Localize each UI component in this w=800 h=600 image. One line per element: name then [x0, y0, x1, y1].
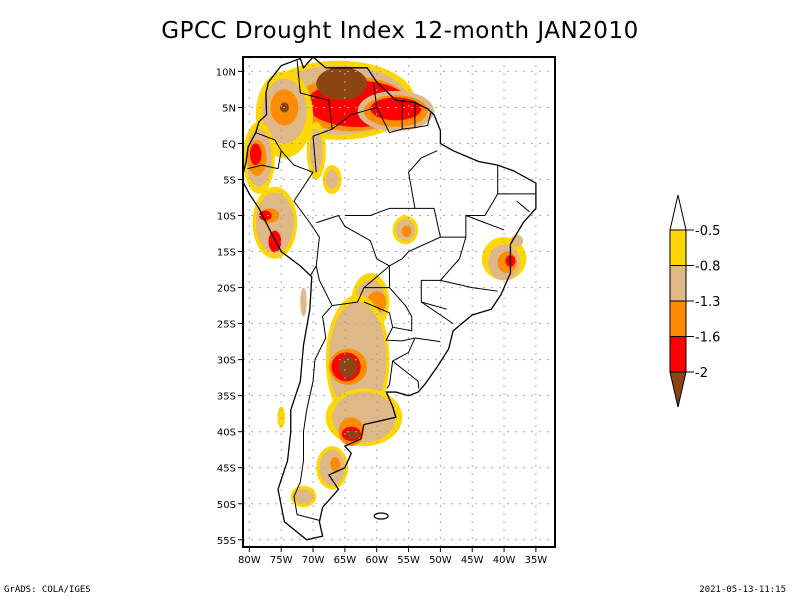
- y-tick-label: 30S: [217, 356, 236, 367]
- x-tick-label: 60W: [365, 555, 388, 566]
- y-tick-label: 5S: [223, 176, 236, 187]
- footer-timestamp: 2021-05-13-11:15: [699, 585, 786, 595]
- legend-label: -0.8: [695, 260, 720, 275]
- coastline-borders: [243, 57, 537, 541]
- country-border: [315, 214, 390, 307]
- drought-patch: [258, 210, 272, 221]
- drought-patch: [300, 287, 307, 317]
- drought-patch: [316, 67, 368, 101]
- y-tick-label: 40S: [217, 428, 236, 439]
- colorbar-legend: -0.5 -0.8 -1.3 -1.6 -2: [669, 194, 720, 408]
- country-border: [516, 200, 530, 213]
- falkland-islands: [373, 512, 389, 520]
- country-border: [408, 150, 438, 209]
- y-tick-label: 50S: [217, 500, 236, 511]
- legend-swatch-above: [669, 194, 687, 231]
- y-tick-label: 35S: [217, 392, 236, 403]
- legend-label: -2: [695, 366, 708, 381]
- y-tick-label: 15S: [217, 248, 236, 259]
- legend-label: -1.3: [695, 295, 720, 310]
- country-border: [414, 337, 441, 343]
- y-axis: 10N 5N EQ 5S 10S 15S 20S 25S 30S 35S 40S 45S 50S 55S: [216, 67, 243, 547]
- drought-patch: [250, 143, 262, 166]
- x-tick-label: 35W: [525, 555, 548, 566]
- drought-fill-layer: [243, 60, 527, 508]
- x-tick-label: 75W: [270, 555, 293, 566]
- legend-swatch: [669, 336, 687, 373]
- x-axis: 80W 75W 70W 65W 60W 55W 50W 45W 40W 35W: [238, 547, 547, 566]
- y-tick-label: 45S: [217, 464, 236, 475]
- x-tick-label: 40W: [493, 555, 516, 566]
- drought-patch: [401, 225, 412, 238]
- country-border: [363, 165, 499, 288]
- y-tick-label: 10S: [217, 212, 236, 223]
- x-tick-label: 65W: [334, 555, 357, 566]
- plot-frame: [242, 56, 556, 548]
- drought-patch: [338, 356, 358, 378]
- country-border: [420, 237, 467, 325]
- drought-patch: [293, 489, 314, 504]
- country-border: [247, 132, 282, 170]
- country-border: [376, 107, 432, 134]
- legend-label: -0.5: [695, 224, 720, 239]
- country-border: [385, 327, 416, 389]
- y-tick-label: 55S: [217, 536, 236, 547]
- footer-credit: GrADS: COLA/IGES: [4, 585, 91, 595]
- country-border: [344, 207, 441, 238]
- legend-label: -1.6: [695, 331, 720, 346]
- country-border: [280, 150, 320, 276]
- y-tick-label: 10N: [216, 67, 236, 78]
- drought-patch: [330, 456, 341, 472]
- country-border: [465, 215, 505, 231]
- y-tick-label: EQ: [222, 139, 236, 150]
- south-america-coastline: [243, 57, 537, 541]
- drought-patch: [255, 192, 294, 253]
- x-tick-label: 45W: [461, 555, 484, 566]
- country-border: [331, 82, 378, 130]
- country-border: [440, 279, 498, 292]
- legend-swatch-below: [669, 371, 687, 408]
- x-tick-label: 50W: [429, 555, 452, 566]
- country-border: [363, 287, 413, 332]
- drought-patch: [346, 430, 359, 439]
- country-border: [421, 301, 447, 310]
- country-border: [392, 360, 420, 389]
- country-border: [296, 60, 333, 173]
- y-tick-label: 25S: [217, 320, 236, 331]
- legend-swatch: [669, 300, 687, 337]
- x-tick-label: 70W: [302, 555, 325, 566]
- legend-swatch: [669, 229, 687, 266]
- map-title: GPCC Drought Index 12-month JAN2010: [161, 18, 639, 44]
- legend-swatch: [669, 265, 687, 302]
- x-tick-label: 80W: [238, 555, 261, 566]
- y-tick-label: 20S: [217, 284, 236, 295]
- country-border: [293, 305, 333, 521]
- x-tick-label: 55W: [397, 555, 420, 566]
- y-tick-label: 5N: [222, 103, 236, 114]
